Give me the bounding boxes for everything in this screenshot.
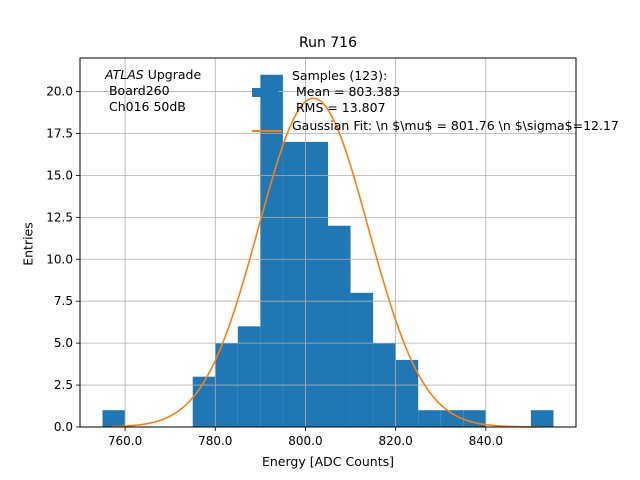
legend-swatch-histogram xyxy=(252,88,278,97)
legend-samples-title: Samples (123): xyxy=(292,68,388,83)
histogram-bar xyxy=(305,141,328,427)
histogram-bar xyxy=(418,410,441,427)
y-tick-label: 20.0 xyxy=(46,85,73,99)
y-tick-label: 15.0 xyxy=(46,168,73,182)
x-tick-label: 780.0 xyxy=(198,434,232,448)
gaussian-fit-curve xyxy=(111,97,540,428)
legend-samples-rms: RMS = 13.807 xyxy=(292,100,386,115)
y-tick-label: 17.5 xyxy=(46,126,73,140)
annotation-line-3: Ch016 50dB xyxy=(105,99,186,114)
atlas-text: ATLAS xyxy=(105,67,144,82)
histogram-bar xyxy=(395,359,419,427)
histogram-bar xyxy=(237,326,261,427)
axes-frame xyxy=(79,57,577,428)
histogram-bar xyxy=(463,410,486,427)
y-tick-label: 0.0 xyxy=(54,420,73,434)
x-tick-label: 820.0 xyxy=(378,434,412,448)
legend-swatch-fit xyxy=(252,130,282,132)
annotation-line-2: Board260 xyxy=(105,83,170,98)
x-tick-label: 760.0 xyxy=(108,434,142,448)
y-tick-label: 10.0 xyxy=(46,252,73,266)
experiment-annotation: ATLAS Upgrade Board260 Ch016 50dB xyxy=(105,67,201,115)
histogram-bar xyxy=(530,410,554,427)
x-tick-label: 800.0 xyxy=(288,434,322,448)
histogram-bar xyxy=(328,225,351,427)
x-axis-label: Energy [ADC Counts] xyxy=(261,454,394,469)
x-tick-label: 840.0 xyxy=(469,434,503,448)
histogram-bar xyxy=(440,410,464,427)
legend-entry-samples: Samples (123): Mean = 803.383 RMS = 13.8… xyxy=(250,68,619,116)
histogram-bar xyxy=(350,292,374,427)
legend-entry-fit: Gaussian Fit: \n $\mu$ = 801.76 \n $\sig… xyxy=(250,118,619,134)
chart-title: Run 716 xyxy=(298,35,358,51)
histogram-bar xyxy=(192,376,216,427)
annotation-line-1: ATLAS Upgrade xyxy=(105,67,201,83)
y-tick-label: 2.5 xyxy=(54,378,73,392)
histogram-bar xyxy=(282,141,306,427)
upgrade-text: Upgrade xyxy=(143,67,202,82)
histogram-bar xyxy=(102,410,126,427)
y-tick-label: 7.5 xyxy=(54,294,73,308)
y-tick-label: 5.0 xyxy=(54,336,73,350)
legend-fit-label: Gaussian Fit: \n $\mu$ = 801.76 \n $\sig… xyxy=(292,118,619,133)
y-axis-label: Entries xyxy=(20,222,36,266)
y-tick-label: 12.5 xyxy=(46,210,73,224)
legend-samples-mean: Mean = 803.383 xyxy=(292,84,401,99)
legend: Samples (123): Mean = 803.383 RMS = 13.8… xyxy=(250,68,619,134)
